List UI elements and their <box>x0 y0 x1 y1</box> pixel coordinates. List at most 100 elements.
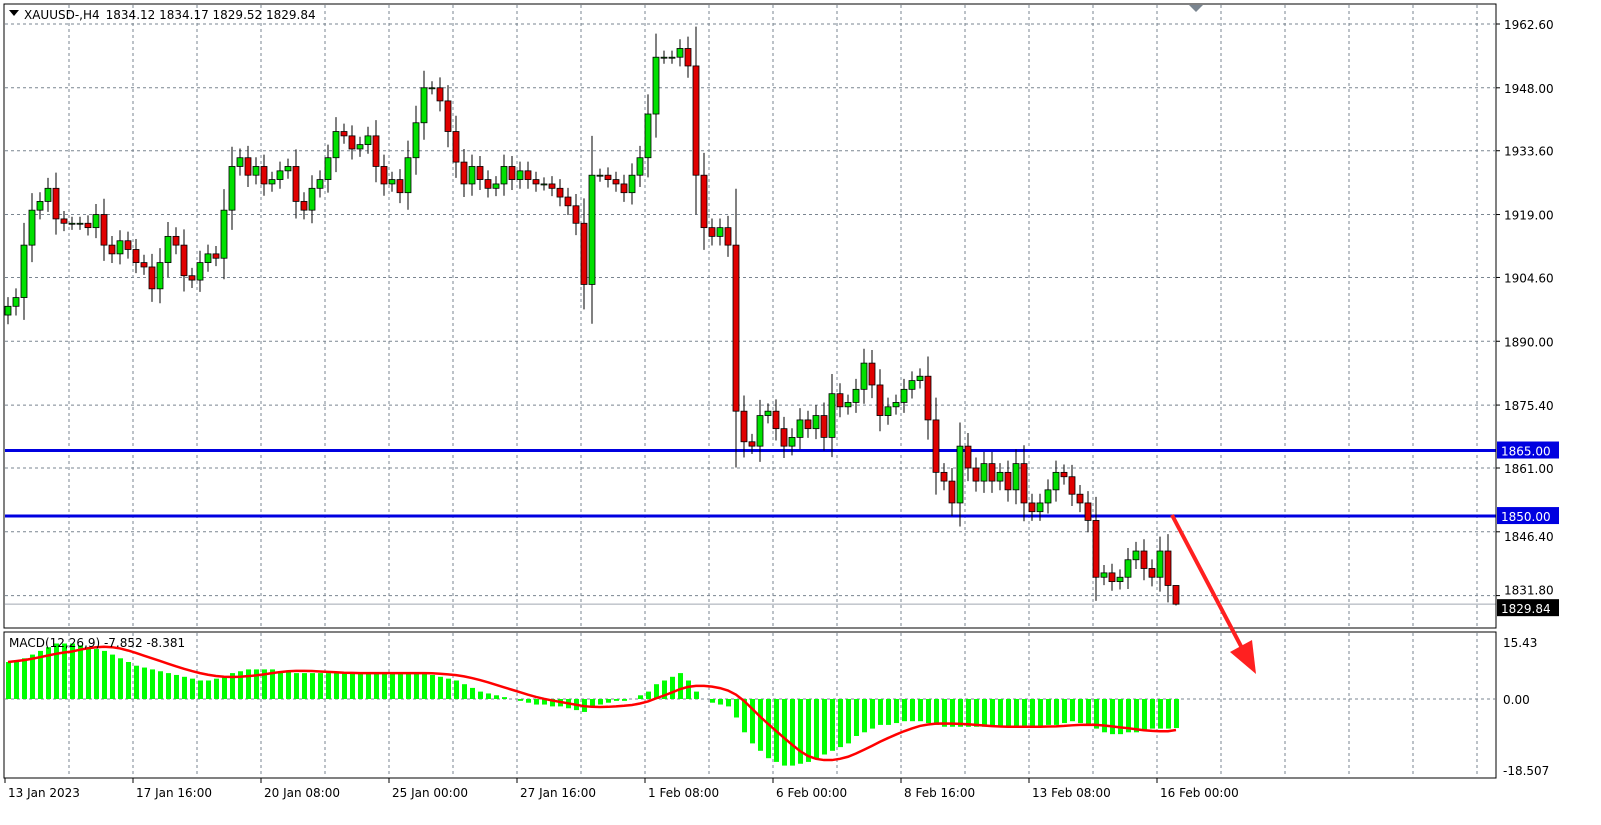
candle-body <box>564 196 572 207</box>
price-tick-label: 1861.00 <box>1504 462 1554 476</box>
macd-bar <box>718 699 723 705</box>
macd-bar <box>110 654 115 699</box>
candle-body <box>268 179 276 185</box>
candle-body <box>60 218 68 224</box>
candle <box>532 171 540 192</box>
macd-bar <box>614 699 619 701</box>
current-price-label: 1829.84 <box>1501 602 1551 616</box>
time-axis[interactable]: 13 Jan 2023 17 Jan 16:00 20 Jan 08:00 25 Ja… <box>4 777 1496 800</box>
candle-body <box>668 56 676 59</box>
candle <box>596 168 604 182</box>
macd-bar <box>934 699 939 725</box>
candle <box>52 172 60 235</box>
candle-body <box>12 297 20 307</box>
macd-bar <box>974 699 979 727</box>
candle-body <box>492 183 500 189</box>
candle <box>388 171 396 192</box>
macd-bar <box>798 699 803 764</box>
candle-body <box>236 157 244 167</box>
candle-body <box>44 187 52 202</box>
candle <box>1012 449 1020 505</box>
candle <box>76 216 84 230</box>
chart-shift-marker-icon[interactable] <box>1189 5 1203 12</box>
horizontal-levels[interactable]: 1865.00 1850.00 <box>5 441 1559 605</box>
candle <box>156 248 164 304</box>
candle <box>1076 485 1084 513</box>
candle <box>212 245 220 267</box>
macd-bar <box>494 695 499 699</box>
candle <box>604 167 612 188</box>
macd-bar <box>446 678 451 699</box>
candle-body <box>452 131 460 163</box>
candle <box>956 422 964 527</box>
candle <box>404 140 412 210</box>
candle <box>204 244 212 272</box>
candle <box>932 397 940 495</box>
candle-body <box>116 240 124 255</box>
macd-bar <box>710 699 715 703</box>
macd-bar <box>374 673 379 699</box>
macd-bar <box>526 699 531 703</box>
candle <box>620 174 628 202</box>
dropdown-triangle-icon[interactable] <box>9 10 19 16</box>
candle <box>548 176 556 197</box>
macd-bar <box>430 674 435 699</box>
macd-bar <box>534 699 539 705</box>
time-tick-label: 13 Jan 2023 <box>8 786 80 800</box>
macd-tick-label: 0.00 <box>1503 693 1530 707</box>
candle <box>236 148 244 176</box>
candle-body <box>692 65 700 176</box>
candle <box>756 399 764 462</box>
candle-body <box>844 402 852 408</box>
candle-body <box>156 262 164 290</box>
macd-bar <box>438 676 443 699</box>
macd-bar <box>174 674 179 699</box>
candle-body <box>812 415 820 430</box>
macd-bar <box>622 699 627 701</box>
candle <box>868 350 876 399</box>
candle <box>468 154 476 196</box>
candle <box>540 177 548 191</box>
candle <box>188 267 196 288</box>
candle-body <box>284 166 292 172</box>
candle <box>1172 585 1180 606</box>
red-arrow-annotation[interactable] <box>1170 514 1256 674</box>
candle <box>292 149 300 219</box>
macd-bar <box>150 669 155 699</box>
candle <box>684 36 692 78</box>
level-label-bg <box>1497 507 1559 525</box>
candle-body <box>132 249 140 264</box>
candle-body <box>868 362 876 386</box>
candle <box>1036 493 1044 521</box>
macd-bar <box>270 669 275 699</box>
candle <box>652 33 660 138</box>
price-tick-label: 1875.40 <box>1504 399 1554 413</box>
macd-bar <box>998 699 1003 727</box>
candle <box>916 368 924 389</box>
candle <box>852 378 860 413</box>
candle <box>1052 460 1060 502</box>
candle <box>1060 464 1068 485</box>
candle <box>588 135 596 324</box>
macd-bar <box>38 650 43 699</box>
candle-body <box>188 275 196 281</box>
candle <box>556 179 564 207</box>
macd-bar <box>830 699 835 751</box>
macd-bar <box>1102 699 1107 733</box>
macd-bar <box>46 647 51 699</box>
macd-bar <box>350 673 355 699</box>
macd-bar <box>838 699 843 748</box>
candle <box>108 235 116 264</box>
candle-body <box>196 262 204 281</box>
price-axis[interactable]: 1962.60 1948.00 1933.60 1919.00 1904.60 1890.… <box>1496 18 1559 778</box>
candle-body <box>652 56 660 115</box>
candle-body <box>108 244 116 255</box>
candle-body <box>316 179 324 189</box>
candle <box>260 154 268 196</box>
candle <box>380 154 388 196</box>
candle-body <box>292 166 300 202</box>
macd-bar <box>22 658 27 699</box>
candle <box>1140 539 1148 581</box>
candle-body <box>204 253 212 264</box>
